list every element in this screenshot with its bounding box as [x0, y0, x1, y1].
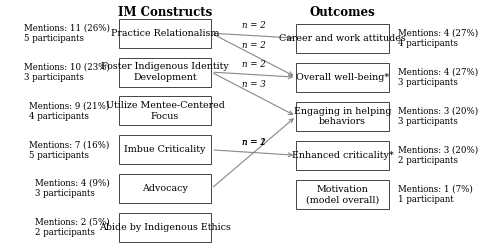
Text: Mentions: 11 (26%)
5 participants: Mentions: 11 (26%) 5 participants	[24, 24, 110, 43]
FancyBboxPatch shape	[119, 135, 211, 164]
Text: Mentions: 2 (5%)
2 participants: Mentions: 2 (5%) 2 participants	[35, 218, 110, 237]
FancyBboxPatch shape	[119, 58, 211, 87]
Text: n = 1: n = 1	[242, 138, 266, 147]
FancyBboxPatch shape	[296, 63, 389, 92]
Text: Motivation
(model overall): Motivation (model overall)	[306, 185, 379, 204]
Text: Mentions: 4 (27%)
4 participants: Mentions: 4 (27%) 4 participants	[398, 29, 478, 48]
FancyBboxPatch shape	[296, 102, 389, 131]
FancyBboxPatch shape	[119, 174, 211, 203]
Text: Overall well-being*: Overall well-being*	[296, 73, 389, 82]
FancyBboxPatch shape	[119, 96, 211, 125]
Text: Mentions: 10 (23%)
3 participants: Mentions: 10 (23%) 3 participants	[24, 62, 110, 82]
Text: n = 3: n = 3	[242, 80, 266, 89]
Text: Mentions: 4 (27%)
3 participants: Mentions: 4 (27%) 3 participants	[398, 67, 478, 87]
Text: n = 2: n = 2	[242, 60, 266, 69]
Text: Mentions: 9 (21%)
4 participants: Mentions: 9 (21%) 4 participants	[30, 101, 110, 121]
Text: n = 2: n = 2	[242, 21, 266, 30]
Text: Foster Indigenous Identity
Development: Foster Indigenous Identity Development	[101, 62, 229, 82]
Text: Mentions: 3 (20%)
3 participants: Mentions: 3 (20%) 3 participants	[398, 107, 478, 126]
FancyBboxPatch shape	[296, 141, 389, 170]
Text: IM Constructs: IM Constructs	[118, 6, 212, 19]
Text: Enhanced criticality*: Enhanced criticality*	[292, 151, 394, 160]
Text: Mentions: 3 (20%)
2 participants: Mentions: 3 (20%) 2 participants	[398, 146, 478, 165]
Text: Mentions: 1 (7%)
1 participant: Mentions: 1 (7%) 1 participant	[398, 185, 472, 204]
Text: Advocacy: Advocacy	[142, 184, 188, 193]
Text: n = 2: n = 2	[242, 41, 266, 50]
Text: Mentions: 4 (9%)
3 participants: Mentions: 4 (9%) 3 participants	[35, 179, 110, 198]
Text: n = 2: n = 2	[242, 138, 266, 147]
Text: Mentions: 7 (16%)
5 participants: Mentions: 7 (16%) 5 participants	[30, 140, 110, 159]
Text: Practice Relationalism: Practice Relationalism	[111, 29, 219, 38]
FancyBboxPatch shape	[296, 180, 389, 209]
Text: Utilize Mentee-Centered
Focus: Utilize Mentee-Centered Focus	[106, 101, 224, 121]
FancyBboxPatch shape	[296, 24, 389, 53]
Text: Career and work attitudes: Career and work attitudes	[279, 34, 406, 43]
Text: Engaging in helping
behaviors: Engaging in helping behaviors	[294, 107, 391, 126]
FancyBboxPatch shape	[119, 213, 211, 242]
Text: Imbue Criticality: Imbue Criticality	[124, 145, 206, 154]
Text: Outcomes: Outcomes	[310, 6, 376, 19]
FancyBboxPatch shape	[119, 19, 211, 48]
Text: Abide by Indigenous Ethics: Abide by Indigenous Ethics	[99, 223, 231, 232]
